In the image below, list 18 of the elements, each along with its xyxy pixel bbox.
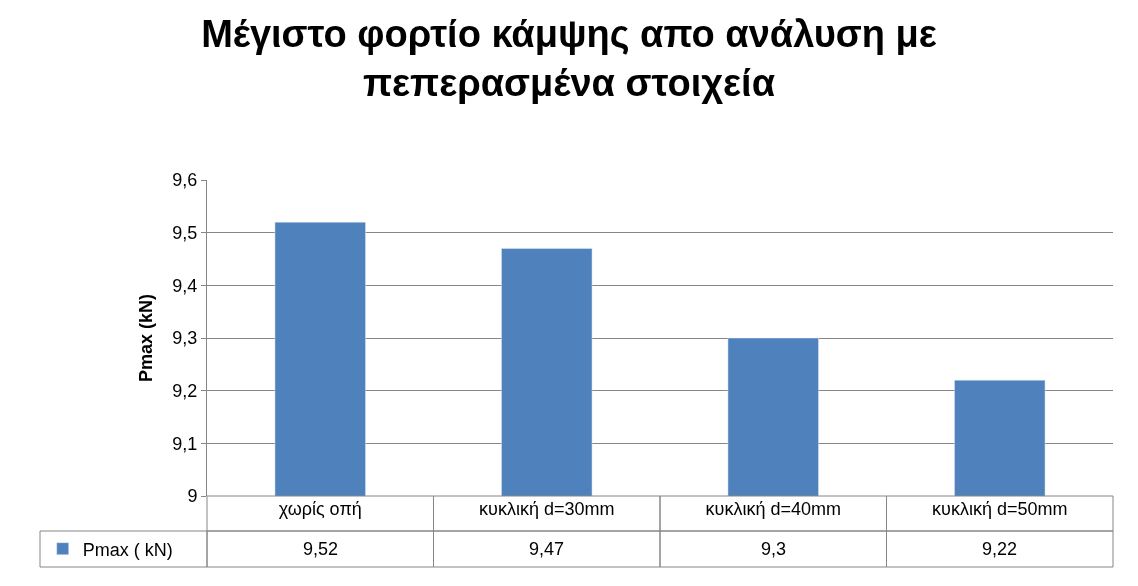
y-tick-label: 9,3 bbox=[172, 328, 198, 349]
y-tick-label: 9,2 bbox=[172, 380, 198, 401]
y-tick-label: 9,5 bbox=[172, 222, 198, 243]
data-label: 9,22 bbox=[982, 539, 1018, 559]
y-tick-label: 9,4 bbox=[172, 275, 198, 296]
y-axis-title: Pmax (kN) bbox=[135, 293, 156, 383]
x-tick-label: κυκλική d=30mm bbox=[479, 499, 615, 519]
legend-label: Pmax ( kN) bbox=[82, 539, 173, 560]
data-label: 9,47 bbox=[529, 539, 565, 559]
chart-title: Μέγιστο φορτίο κάμψης απο ανάλυση με πεπερασμένα στοιχεία bbox=[201, 12, 937, 105]
y-tick-label: 9,6 bbox=[172, 170, 198, 191]
x-tick-label: χωρίς οπή bbox=[278, 499, 362, 519]
y-tick-label: 9 bbox=[187, 486, 198, 507]
x-tick-label: κυκλική d=40mm bbox=[705, 499, 841, 519]
data-label: 9,52 bbox=[303, 539, 339, 559]
data-label: 9,3 bbox=[761, 539, 787, 559]
x-tick-label: κυκλική d=50mm bbox=[932, 499, 1068, 519]
y-tick-label: 9,1 bbox=[172, 433, 198, 454]
